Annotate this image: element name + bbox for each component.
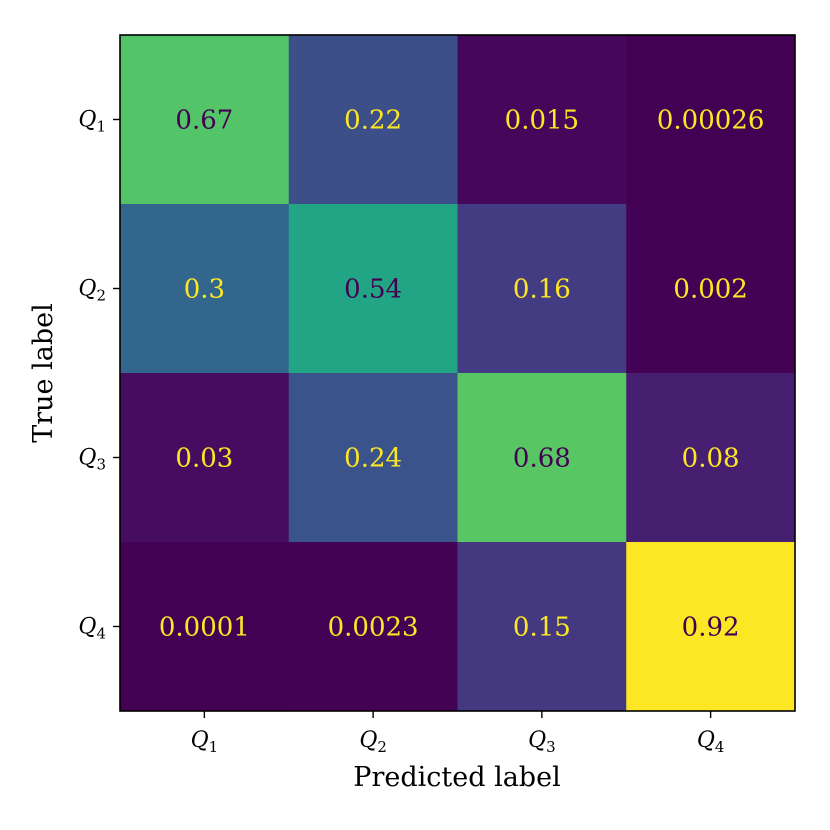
x-tick-label: Q1	[191, 728, 219, 756]
heatmap-cell-value: 0.22	[344, 106, 402, 136]
x-tick-label: Q2	[359, 728, 387, 756]
heatmap-cell-value: 0.015	[505, 106, 579, 136]
heatmap-cell	[120, 542, 290, 712]
heatmap-cell	[626, 542, 796, 712]
heatmap-cells	[120, 35, 796, 712]
heatmap-cell-value: 0.08	[682, 444, 740, 474]
heatmap-cell-value: 0.54	[344, 275, 402, 305]
heatmap-cell-value: 0.00026	[657, 106, 765, 136]
heatmap-cell-value: 0.68	[513, 444, 571, 474]
heatmap-cell	[626, 373, 796, 543]
y-tick-label: Q2	[78, 277, 106, 305]
heatmap-cell	[288, 373, 458, 543]
heatmap-cell-value: 0.16	[513, 275, 571, 305]
heatmap-cell	[457, 204, 627, 374]
plot-frame	[119, 34, 796, 712]
heatmap-cell-value: 0.0023	[328, 613, 419, 643]
heatmap-cell-value: 0.03	[175, 444, 233, 474]
x-axis-ticks: Q1 Q2 Q3 Q4	[191, 711, 725, 756]
y-axis-ticks: Q1 Q2 Q3 Q4	[78, 108, 120, 643]
heatmap-cell-value: 0.92	[682, 613, 740, 643]
heatmap-cell-value: 0.002	[673, 275, 747, 305]
y-tick-label: Q3	[78, 446, 106, 474]
heatmap-cell-value: 0.24	[344, 444, 402, 474]
heatmap-cell	[457, 373, 627, 543]
heatmap-cell-value: 0.0001	[159, 613, 250, 643]
heatmap-cell	[120, 35, 290, 205]
heatmap-cell-value: 0.15	[513, 613, 571, 643]
heatmap-cell	[457, 542, 627, 712]
heatmap-cell	[457, 35, 627, 205]
heatmap-cell-labels: 0.67 0.22 0.015 0.00026 0.3 0.54 0.16 0.002 0.03…	[159, 106, 765, 643]
x-axis-label: Predicted label	[353, 762, 560, 793]
y-tick-label: Q1	[78, 108, 106, 136]
heatmap-cell-value: 0.3	[184, 275, 225, 305]
y-axis-label: True label	[28, 303, 59, 443]
heatmap-cell	[120, 373, 290, 543]
heatmap-cell	[288, 204, 458, 374]
y-tick-label: Q4	[78, 615, 106, 643]
heatmap-cell-value: 0.67	[175, 106, 233, 136]
x-tick-label: Q3	[528, 728, 556, 756]
heatmap-cell	[626, 35, 796, 205]
heatmap-cell	[288, 35, 458, 205]
x-tick-label: Q4	[697, 728, 725, 756]
heatmap-cell	[288, 542, 458, 712]
heatmap-cell	[120, 204, 290, 374]
heatmap-cell	[626, 204, 796, 374]
